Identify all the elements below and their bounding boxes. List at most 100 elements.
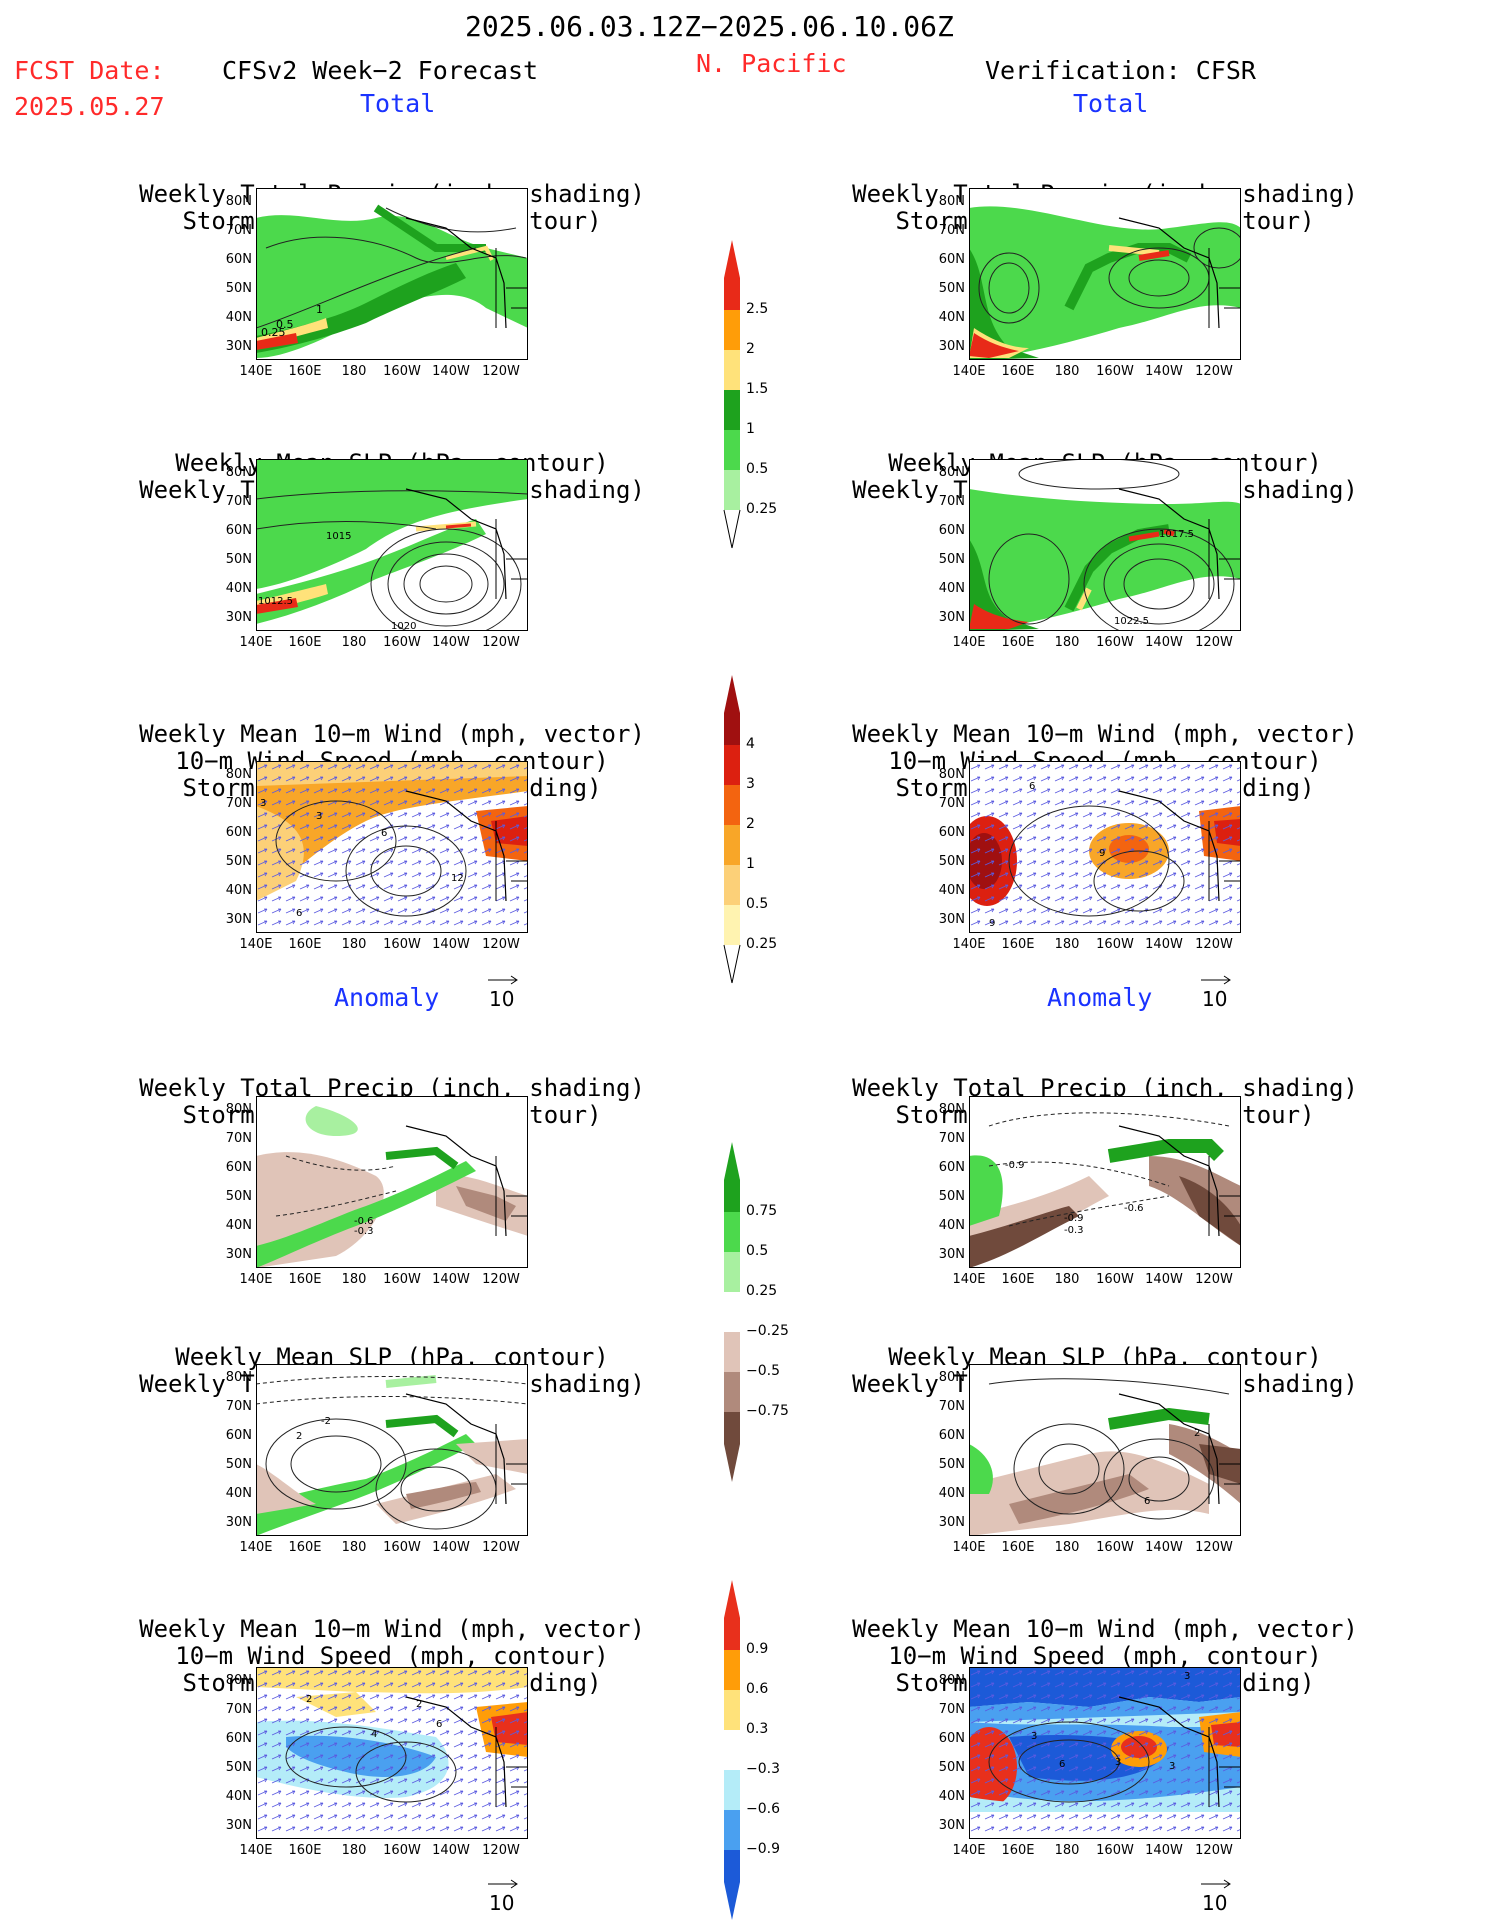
section-anomaly-left: Anomaly xyxy=(334,983,440,1012)
lon-tick-label: 160E xyxy=(288,937,322,952)
lat-tick-label: 80N xyxy=(938,194,965,209)
lon-tick-label: 180 xyxy=(341,635,367,650)
map-fcst-slp-total: 1015 1012.5 1020 xyxy=(256,459,528,631)
lon-tick-label: 160E xyxy=(1001,937,1035,952)
lon-tick-label: 140E xyxy=(239,1843,273,1858)
colorbar-label: 1 xyxy=(746,856,755,872)
colorbar-label: 0.9 xyxy=(746,1641,769,1657)
lat-tick-label: 80N xyxy=(938,465,965,480)
lon-tick-label: 160W xyxy=(383,364,421,379)
arrow-right-icon xyxy=(1201,1879,1231,1889)
colorbar-swatch xyxy=(724,1810,740,1850)
contour-label: 6 xyxy=(436,1719,442,1730)
lon-tick-label: 180 xyxy=(341,1540,367,1555)
lon-tick-label: 140W xyxy=(432,1540,470,1555)
lat-tick-label: 40N xyxy=(938,883,965,898)
lat-tick-label: 80N xyxy=(225,767,252,782)
colorbar-swatch xyxy=(724,745,740,785)
colorbar-swatch xyxy=(724,1650,740,1690)
section-total-right: Total xyxy=(1073,89,1149,118)
lat-tick-label: 50N xyxy=(938,1760,965,1775)
colorbar-label: 4 xyxy=(746,736,755,752)
lon-tick-label: 140W xyxy=(432,635,470,650)
lat-tick-label: 80N xyxy=(225,465,252,480)
lon-tick-label: 160W xyxy=(1096,635,1134,650)
lat-tick-label: 40N xyxy=(938,1789,965,1804)
lon-tick-label: 160W xyxy=(383,1272,421,1287)
colorbar-swatch xyxy=(724,905,740,945)
lat-tick-label: 70N xyxy=(225,1131,252,1146)
colorbar-swatch xyxy=(724,1770,740,1810)
lat-tick-label: 40N xyxy=(225,1218,252,1233)
lon-tick-label: 160W xyxy=(1096,364,1134,379)
lat-tick-label: 70N xyxy=(938,796,965,811)
lon-tick-label: 140E xyxy=(952,1272,986,1287)
lon-tick-label: 140E xyxy=(239,364,273,379)
lat-tick-label: 40N xyxy=(938,1486,965,1501)
lat-tick-label: 50N xyxy=(225,1760,252,1775)
contour-label: 0.5 xyxy=(276,318,294,331)
contour-label: 1020 xyxy=(391,621,416,631)
colorbar-label: −0.25 xyxy=(746,1323,789,1339)
colorbar-swatch xyxy=(724,1212,740,1252)
colorbar-swatch xyxy=(724,1372,740,1412)
lon-tick-label: 140E xyxy=(952,635,986,650)
colorbar-swatch xyxy=(724,1412,740,1482)
lat-tick-label: 80N xyxy=(938,767,965,782)
contour-label: 6 xyxy=(296,908,302,919)
contour-label: -0.9 xyxy=(1064,1213,1084,1224)
lon-tick-label: 120W xyxy=(482,1272,520,1287)
map-fcst-precip-anom: -0.6 -0.3 xyxy=(256,1096,528,1268)
map-fcst-precip-total: 0.5 0.25 1 xyxy=(256,188,528,360)
colorbar-swatch xyxy=(724,240,740,310)
lat-tick-label: 60N xyxy=(938,1160,965,1175)
colorbar-swatch xyxy=(724,390,740,430)
colorbar-label: 3 xyxy=(746,776,755,792)
lat-tick-label: 70N xyxy=(225,1702,252,1717)
lon-tick-label: 140W xyxy=(432,1843,470,1858)
contour-label: 12 xyxy=(451,873,464,884)
contour-label: 3 xyxy=(1169,1761,1175,1772)
contour-label: 4 xyxy=(371,1729,377,1740)
map-obs-wind-anom: 3 3 6 3 3 xyxy=(969,1667,1241,1839)
lat-tick-label: 80N xyxy=(938,1102,965,1117)
lat-tick-label: 80N xyxy=(938,1673,965,1688)
colorbar-swatch xyxy=(724,430,740,470)
lat-tick-label: 30N xyxy=(938,1818,965,1833)
contour-label: 1015 xyxy=(326,531,351,542)
vector-scale-value: 10 xyxy=(1202,987,1228,1011)
colorbar-label: 1 xyxy=(746,421,755,437)
lat-tick-label: 30N xyxy=(225,1247,252,1262)
lon-tick-label: 120W xyxy=(1195,364,1233,379)
map-fcst-wind-anom: 2 4 2 6 xyxy=(256,1667,528,1839)
lon-tick-label: 140E xyxy=(239,635,273,650)
colorbar-label: 0.3 xyxy=(746,1721,769,1737)
lon-tick-label: 160W xyxy=(1096,1272,1134,1287)
contour-label: 1 xyxy=(316,303,323,316)
lon-tick-label: 160W xyxy=(1096,1540,1134,1555)
colorbar-swatch xyxy=(724,1580,740,1650)
map-obs-wind-total: 6 9 9 xyxy=(969,761,1241,933)
colorbar-swatch xyxy=(724,825,740,865)
lat-tick-label: 50N xyxy=(225,854,252,869)
lon-tick-label: 160W xyxy=(383,1540,421,1555)
contour-label: 2 xyxy=(306,1694,312,1705)
lon-tick-label: 160E xyxy=(288,1540,322,1555)
colorbar-swatch xyxy=(724,470,740,510)
colorbar-label: 0.5 xyxy=(746,461,769,477)
vector-scale-value: 10 xyxy=(489,1891,515,1915)
colorbar-swatch xyxy=(724,785,740,825)
lat-tick-label: 40N xyxy=(225,310,252,325)
fcst-date-label: FCST Date: xyxy=(14,56,165,85)
colorbar-label: 2 xyxy=(746,341,755,357)
lon-tick-label: 180 xyxy=(341,1272,367,1287)
arrow-right-icon xyxy=(488,975,518,985)
lon-tick-label: 140W xyxy=(1145,635,1183,650)
lat-tick-label: 70N xyxy=(225,796,252,811)
colorbar-swatch xyxy=(724,1142,740,1212)
lon-tick-label: 160W xyxy=(1096,937,1134,952)
lat-tick-label: 80N xyxy=(225,1370,252,1385)
colorbar-label: −0.6 xyxy=(746,1801,780,1817)
colorbar-swatch xyxy=(724,1332,740,1372)
vector-scale-fcst-anom: 10 xyxy=(487,1874,519,1915)
